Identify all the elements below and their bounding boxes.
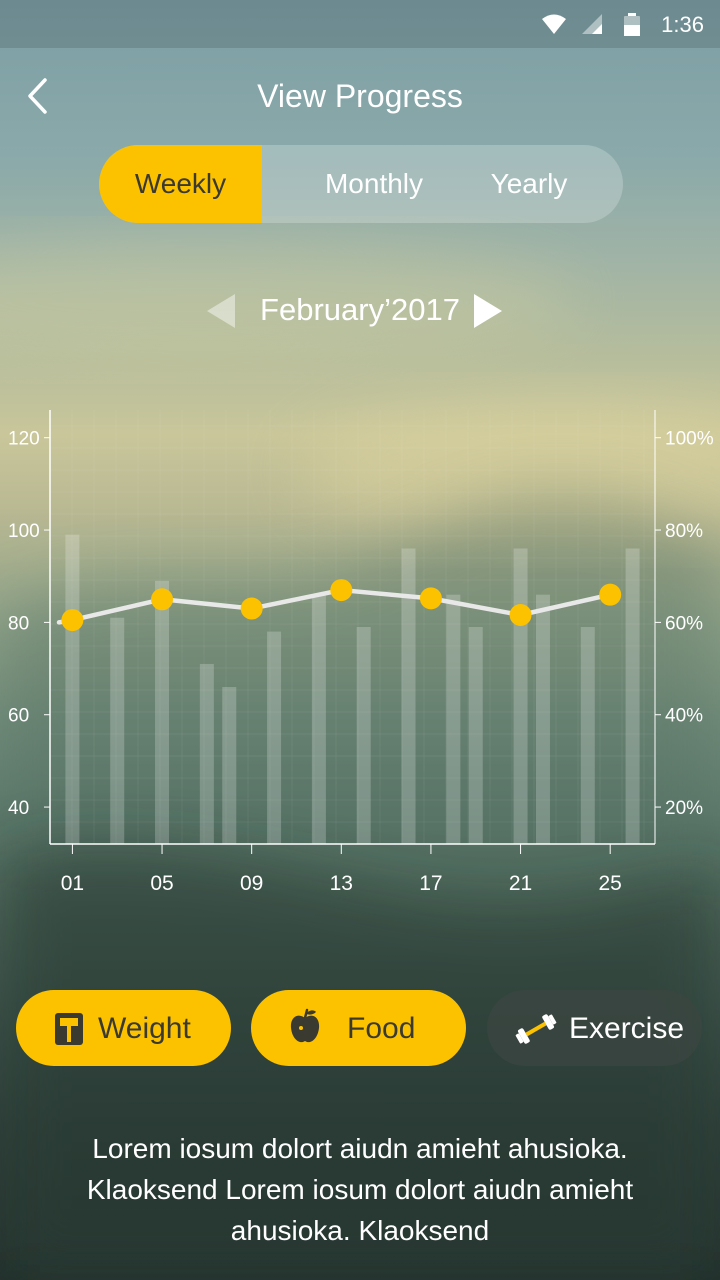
battery-icon bbox=[624, 13, 640, 36]
x-tick-label: 13 bbox=[330, 872, 353, 895]
dumbbell-icon bbox=[515, 1014, 557, 1044]
page-title: View Progress bbox=[257, 78, 463, 114]
status-bar: 1:36 bbox=[0, 0, 720, 48]
chart-bar bbox=[513, 548, 528, 844]
status-time: 1:36 bbox=[661, 12, 704, 37]
chart-bar bbox=[401, 548, 416, 844]
x-tick-label: 21 bbox=[509, 872, 532, 895]
line-series bbox=[56, 587, 613, 625]
tab-monthly[interactable]: Monthly bbox=[324, 168, 424, 199]
progress-chart: 120 100 80 60 40 100% 80% 60% 40% 20% 01 05 09 13 17 21… bbox=[8, 410, 714, 895]
y-tick-label: 60 bbox=[8, 706, 29, 727]
triangle-left-icon bbox=[207, 294, 235, 328]
chart-bar bbox=[446, 594, 461, 844]
chart-bar bbox=[580, 627, 595, 844]
chart-bar bbox=[65, 534, 80, 844]
x-tick-label: 05 bbox=[150, 872, 173, 895]
x-tick-label: 25 bbox=[599, 872, 622, 895]
y2-tick-label: 40% bbox=[665, 706, 703, 727]
weight-chip-label: Weight bbox=[98, 1012, 191, 1045]
y2-tick-label: 80% bbox=[665, 521, 703, 542]
y-tick-label: 120 bbox=[8, 429, 40, 450]
y-tick-label: 80 bbox=[8, 613, 29, 634]
line-point bbox=[240, 597, 263, 620]
y-tick-label: 40 bbox=[8, 798, 29, 819]
chart-bar bbox=[356, 627, 371, 844]
y2-tick-label: 60% bbox=[665, 613, 703, 634]
y2-tick-label: 20% bbox=[665, 798, 703, 819]
line-point bbox=[330, 579, 353, 602]
tab-yearly[interactable]: Yearly bbox=[490, 168, 568, 199]
exercise-chip[interactable]: Exercise bbox=[487, 990, 702, 1066]
wifi-icon bbox=[542, 14, 566, 34]
back-button[interactable] bbox=[18, 74, 58, 118]
x-tick-label: 17 bbox=[419, 872, 442, 895]
prev-month-button[interactable] bbox=[205, 293, 237, 329]
scale-icon bbox=[55, 1013, 83, 1045]
line-point bbox=[419, 587, 442, 610]
line-point bbox=[599, 583, 622, 606]
chart-bar bbox=[267, 631, 282, 844]
chart-bar bbox=[222, 687, 237, 844]
chart-bar bbox=[155, 580, 170, 844]
y2-tick-label: 100% bbox=[665, 429, 714, 450]
chart-bar bbox=[199, 663, 214, 844]
month-label: February’2017 bbox=[260, 292, 460, 327]
description-text: Lorem iosum dolort aiudn amieht ahusioka… bbox=[86, 1133, 634, 1246]
line-point bbox=[61, 609, 84, 632]
header: View Progress bbox=[0, 60, 720, 132]
x-tick-label: 01 bbox=[61, 872, 84, 895]
line-point bbox=[151, 588, 174, 611]
next-month-button[interactable] bbox=[472, 293, 504, 329]
month-navigator: February’2017 bbox=[0, 288, 720, 334]
cell-signal-icon bbox=[582, 14, 602, 34]
exercise-chip-label: Exercise bbox=[569, 1012, 685, 1045]
chart-bar bbox=[535, 594, 550, 844]
line-point bbox=[509, 603, 532, 626]
x-tick-label: 09 bbox=[240, 872, 263, 895]
chart-bar bbox=[625, 548, 640, 844]
tab-weekly[interactable]: Weekly bbox=[99, 145, 262, 223]
chart-bar bbox=[110, 617, 125, 844]
weight-chip[interactable]: Weight bbox=[16, 990, 231, 1066]
triangle-right-icon bbox=[474, 294, 502, 328]
chevron-left-icon bbox=[28, 78, 47, 114]
period-tabs: Weekly Monthly Yearly bbox=[99, 145, 623, 223]
apple-icon bbox=[290, 1008, 320, 1043]
food-chip-label: Food bbox=[347, 1012, 416, 1045]
chart-bar bbox=[311, 594, 326, 844]
food-chip[interactable]: Food bbox=[251, 990, 466, 1066]
y-tick-label: 100 bbox=[8, 521, 40, 542]
chart-bar bbox=[468, 627, 483, 844]
